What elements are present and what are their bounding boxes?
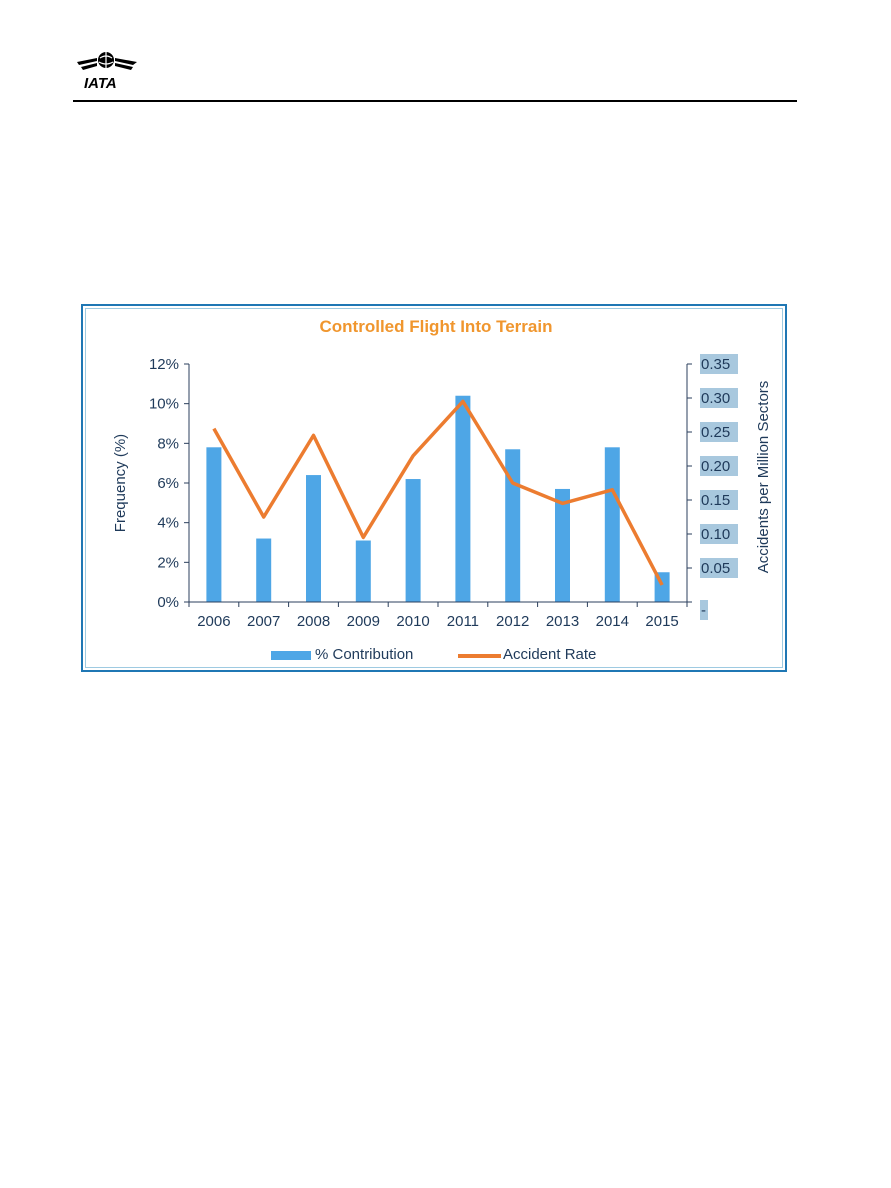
x-tick-label: 2014 [596, 613, 629, 630]
y2-tick-bg [700, 456, 738, 476]
y2-tick-bg [700, 490, 738, 510]
axes: 0% 2% 4% 6% 8% 10% 12% 2006 2007 2008 2009 2010 2011… [149, 354, 738, 630]
x-tick-label: 2007 [247, 613, 280, 630]
bar [555, 488, 570, 602]
x-tick-label: 2009 [347, 613, 380, 630]
y2-tick-bg [700, 524, 738, 544]
page-header: IATA [73, 48, 797, 102]
y2-tick-label: 0.20 [701, 458, 730, 475]
y2-tick-bg [700, 600, 708, 620]
x-tick-label: 2008 [297, 613, 330, 630]
y2-tick-label: - [701, 602, 706, 619]
line-series [212, 399, 664, 586]
chart-title: Controlled Flight Into Terrain [320, 317, 553, 336]
y2-tick-label: 0.05 [701, 560, 730, 577]
bar-series [206, 395, 670, 602]
legend-bar-label: % Contribution [315, 646, 413, 663]
y2-tick-label: 0.25 [701, 424, 730, 441]
bar [256, 538, 272, 602]
logo-text: IATA [84, 75, 117, 92]
cfit-chart: Controlled Flight Into Terrain 0% 2% 4% 6% 8… [112, 317, 772, 663]
x-tick-label: 2013 [546, 613, 579, 630]
bar [306, 475, 321, 602]
x-tick-label: 2006 [197, 613, 230, 630]
bar [505, 449, 521, 602]
y-tick-label: 8% [157, 435, 179, 452]
y2-axis-label: Accidents per Million Sectors [755, 381, 772, 574]
bar [604, 447, 620, 602]
x-tick-label: 2010 [396, 613, 429, 630]
y2-tick-bg [700, 354, 738, 374]
y-tick-label: 6% [157, 475, 179, 492]
chart-frame: Controlled Flight Into Terrain 0% 2% 4% 6% 8… [81, 304, 787, 672]
y-axis-label: Frequency (%) [112, 434, 129, 532]
bar [405, 479, 421, 602]
y2-tick-label: 0.35 [701, 356, 730, 373]
y-tick-label: 10% [149, 396, 179, 413]
y-tick-label: 12% [149, 356, 179, 373]
legend-line-label: Accident Rate [503, 646, 596, 663]
legend: % Contribution Accident Rate [271, 646, 596, 663]
y2-tick-label: 0.30 [701, 390, 730, 407]
y2-tick-label: 0.15 [701, 492, 730, 509]
bar [355, 540, 371, 602]
x-tick-label: 2012 [496, 613, 529, 630]
legend-bar-swatch [271, 651, 311, 660]
x-tick-label: 2015 [645, 613, 678, 630]
globe-wings-icon [77, 52, 137, 70]
y2-tick-label: 0.10 [701, 526, 730, 543]
y2-tick-bg [700, 388, 738, 408]
y2-tick-bg [700, 422, 738, 442]
x-tick-label: 2011 [447, 613, 479, 630]
y-tick-label: 4% [157, 515, 179, 532]
bar [206, 447, 222, 602]
iata-logo: IATA [77, 52, 137, 92]
accident-rate-line [212, 399, 664, 586]
y-tick-label: 2% [157, 554, 179, 571]
y2-tick-bg [700, 558, 738, 578]
bar [455, 395, 471, 602]
y-tick-label: 0% [157, 594, 179, 611]
